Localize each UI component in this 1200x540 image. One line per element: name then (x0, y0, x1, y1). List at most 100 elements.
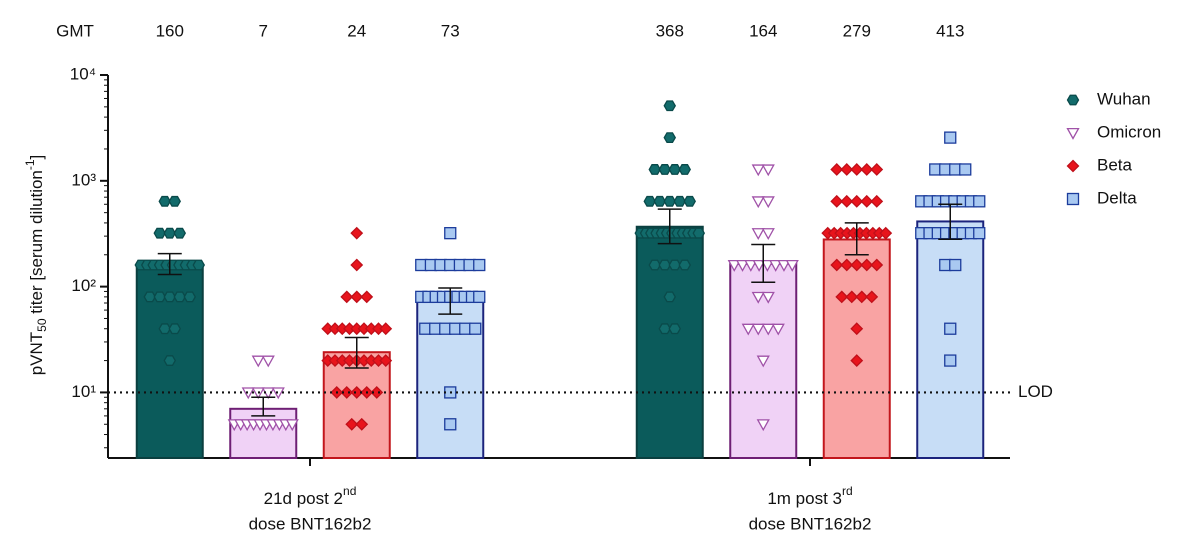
point (673, 195, 687, 207)
point (870, 163, 884, 176)
point (643, 195, 657, 207)
point (350, 290, 364, 304)
point (850, 194, 864, 208)
point (744, 259, 758, 272)
point (840, 163, 854, 176)
point (840, 194, 854, 208)
point (840, 258, 854, 272)
point (944, 322, 957, 335)
point (658, 164, 672, 175)
point (143, 291, 157, 303)
point (865, 290, 879, 304)
point (929, 163, 942, 176)
point (761, 228, 775, 241)
point (168, 195, 182, 207)
point (163, 291, 177, 303)
legend-label: Wuhan (1097, 89, 1151, 108)
point (370, 386, 384, 399)
point (251, 355, 265, 368)
point (678, 259, 692, 271)
point (860, 194, 874, 208)
y-axis-label: pVNT50 titer [serum dilution-1] (23, 155, 49, 376)
point (173, 291, 187, 303)
bar (322, 351, 391, 459)
point (668, 323, 682, 335)
x-tick-label: 1m post 3rd (767, 484, 852, 508)
point (830, 163, 844, 176)
point (835, 290, 849, 304)
x-label-part: 1m post 3 (767, 489, 842, 508)
x-tick-label: dose BNT162b2 (749, 514, 872, 533)
point (153, 227, 167, 239)
point (830, 258, 844, 272)
bar (635, 225, 704, 459)
x-label-part: 21d post 2 (264, 489, 343, 508)
gmt-value: 7 (259, 21, 268, 40)
point (973, 195, 986, 208)
point (879, 226, 893, 240)
point (360, 290, 374, 304)
point (444, 227, 457, 240)
point (173, 227, 187, 239)
y-tick-label: 10¹ (71, 382, 96, 401)
point (350, 258, 364, 272)
point (261, 355, 275, 368)
point (735, 259, 750, 272)
point (939, 163, 952, 176)
point (761, 196, 775, 209)
point (741, 323, 755, 336)
point (944, 354, 957, 367)
point (183, 291, 197, 303)
lod-label: LOD (1018, 382, 1053, 401)
point (663, 132, 677, 144)
point (168, 323, 182, 335)
point (663, 195, 677, 207)
x-label-sup: rd (842, 484, 853, 498)
y-tick-label: 10⁴ (70, 64, 96, 83)
bar (229, 407, 298, 459)
point (845, 290, 859, 304)
point (973, 227, 986, 240)
point (761, 323, 775, 336)
y-tick-label: 10³ (71, 170, 96, 189)
point (944, 131, 957, 144)
point (785, 259, 799, 272)
legend-marker (1066, 127, 1080, 140)
point (756, 419, 770, 432)
x-tick-label: dose BNT162b2 (249, 514, 372, 533)
point (163, 227, 177, 239)
gmt-value: 73 (441, 21, 460, 40)
point (727, 259, 741, 272)
point (663, 291, 677, 303)
point (751, 291, 765, 304)
point (379, 322, 393, 336)
point (761, 291, 775, 304)
point (241, 387, 255, 400)
point (648, 259, 662, 271)
point (444, 418, 457, 431)
gmt-value: 413 (936, 21, 964, 40)
point (850, 322, 864, 336)
point (668, 259, 682, 271)
point (870, 258, 884, 272)
gmt-value: 164 (749, 21, 777, 40)
point (850, 258, 864, 272)
point (959, 163, 972, 176)
point (678, 164, 692, 175)
point (751, 323, 765, 336)
y-label-sup: -1 (23, 159, 37, 170)
point (153, 291, 167, 303)
point (683, 195, 697, 207)
legend-marker (1066, 192, 1080, 206)
legend-marker (1066, 94, 1080, 106)
y-tick-label: 10² (71, 276, 96, 295)
point (760, 259, 774, 272)
point (860, 163, 874, 176)
point (350, 226, 364, 240)
point (860, 258, 874, 272)
legend-label: Beta (1097, 155, 1133, 174)
point (751, 164, 765, 177)
point (658, 259, 672, 271)
x-tick-label: 21d post 2nd (264, 484, 357, 508)
